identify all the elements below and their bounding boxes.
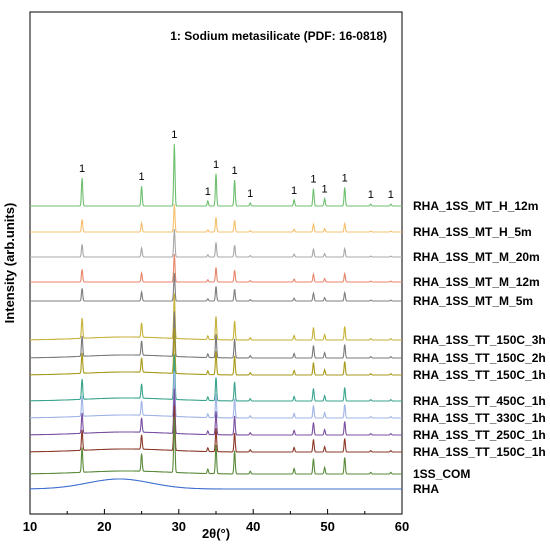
series-label: RHA: [413, 482, 439, 496]
series-label: RHA_1SS_TT_150C_2h: [413, 351, 546, 365]
series-line: [30, 293, 402, 341]
series-label: RHA_1SS_TT_150C_3h: [413, 333, 546, 347]
series-line: [30, 388, 402, 436]
series-label: RHA_1SS_TT_330C_1h: [413, 411, 546, 425]
series-line: [30, 371, 402, 419]
series-line: [30, 143, 402, 207]
series-label: 1SS_COM: [413, 467, 470, 481]
series-layer: [30, 143, 402, 490]
peak-marker-label: 1: [342, 172, 348, 184]
series-line: [30, 272, 402, 302]
peak-marker-label: 1: [213, 159, 219, 171]
x-tick-label: 40: [246, 519, 260, 534]
peak-marker-label: 1: [322, 184, 328, 196]
peak-marker-label: 1: [139, 171, 145, 183]
series-line: [30, 328, 402, 376]
series-label: RHA_1SS_TT_250C_1h: [413, 428, 546, 442]
series-labels: RHA_1SS_MT_H_12m RHA_1SS_MT_H_5m RHA_1SS_M…: [413, 199, 546, 496]
y-axis-title: Intensity (arb.units): [2, 203, 17, 324]
phase-annotation: 1: Sodium metasilicate (PDF: 16-0818): [170, 29, 387, 43]
x-tick-label: 10: [23, 519, 37, 534]
peak-marker-label: 1: [171, 129, 177, 141]
series-label: RHA_1SS_MT_H_5m: [413, 225, 532, 239]
series-line: [30, 228, 402, 258]
series-line: [30, 354, 402, 402]
plot-frame: [29, 11, 403, 515]
series-label: RHA_1SS_TT_450C_1h: [413, 394, 546, 408]
series-line: [30, 203, 402, 233]
peak-marker-label: 1: [79, 163, 85, 175]
peak-marker-label: 1: [247, 188, 253, 200]
series-label: RHA_1SS_MT_M_12m: [413, 275, 540, 289]
peak-marker-label: 1: [388, 189, 394, 201]
x-tick-label: 60: [395, 519, 409, 534]
x-tick-label: 50: [320, 519, 334, 534]
peak-marker-label: 1: [368, 189, 374, 201]
peak-marker-label: 1: [310, 174, 316, 186]
series-label: RHA_1SS_MT_H_12m: [413, 199, 538, 213]
x-axis-ticks: 10 20 30 40 50 60: [23, 509, 409, 534]
series-line: [30, 478, 402, 490]
series-line: [30, 311, 402, 359]
series-line: [30, 405, 402, 453]
peak-marker-label: 1: [205, 186, 211, 198]
series-label: RHA_1SS_MT_M_5m: [413, 294, 533, 308]
x-tick-label: 30: [172, 519, 186, 534]
series-label: RHA_1SS_TT_150C_1h: [413, 445, 546, 459]
series-line: [30, 417, 402, 475]
x-axis-title: 2θ(°): [202, 526, 230, 541]
series-label: RHA_1SS_MT_M_20m: [413, 250, 540, 264]
peak-marker-label: 1: [291, 185, 297, 197]
series-label: RHA_1SS_TT_150C_1h: [413, 368, 546, 382]
series-line: [30, 253, 402, 283]
x-tick-label: 20: [97, 519, 111, 534]
peak-marker-label: 1: [232, 165, 238, 177]
